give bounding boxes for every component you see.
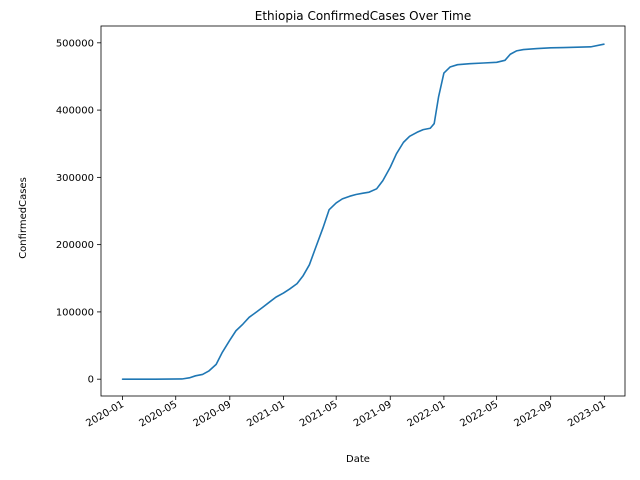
x-tick-label: 2022-05 (458, 399, 500, 429)
x-axis-label: Date (346, 454, 370, 465)
x-tick-label: 2023-01 (566, 399, 608, 429)
x-tick-label: 2020-01 (84, 399, 126, 429)
y-tick-label: 400000 (56, 106, 94, 117)
y-tick-label: 200000 (56, 240, 94, 251)
series-line (121, 43, 605, 380)
x-tick-label: 2021-05 (298, 399, 340, 429)
y-tick-label: 100000 (56, 307, 94, 318)
plot-area (101, 26, 625, 396)
x-tick-layer: 2020-01 2020-05 2020-09 2021-01 2021-05 2021-… (84, 396, 608, 429)
y-axis-label: ConfirmedCases (18, 177, 29, 259)
y-tick-label: 0 (88, 375, 94, 386)
x-tick-label: 2022-01 (406, 399, 448, 429)
x-tick-label: 2021-01 (245, 399, 287, 429)
x-tick-label: 2022-09 (513, 399, 555, 429)
plot-frame (100, 25, 626, 397)
y-tick-layer: 0 100000 200000 300000 400000 500000 (56, 38, 101, 386)
y-tick-label: 500000 (56, 38, 94, 49)
x-tick-label: 2021-09 (352, 399, 394, 429)
x-tick-label: 2020-05 (138, 399, 180, 429)
y-tick-label: 300000 (56, 173, 94, 184)
series-layer (121, 43, 605, 380)
x-tick-label: 2020-09 (192, 399, 234, 429)
chart-title: Ethiopia ConfirmedCases Over Time (255, 9, 471, 23)
